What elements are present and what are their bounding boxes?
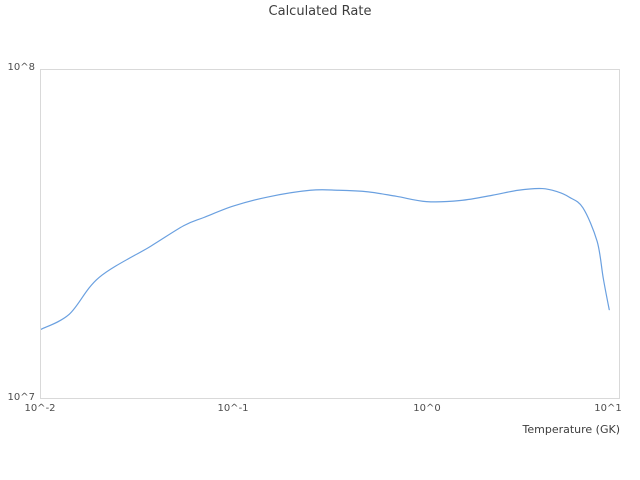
y-tick-label-1e7: 10^7 xyxy=(7,392,35,403)
chart-title: Calculated Rate xyxy=(268,4,372,19)
y-tick-label-1e8: 10^8 xyxy=(7,62,35,73)
x-tick-label-1e-2: 10^-2 xyxy=(24,403,56,414)
x-tick-label-1e1: 10^1 xyxy=(594,403,622,414)
x-tick-label-1e-1: 10^-1 xyxy=(217,403,249,414)
plot-canvas xyxy=(41,187,610,330)
x-tick-label-1e0: 10^0 xyxy=(413,403,441,414)
rate-curve xyxy=(41,187,610,330)
x-axis-label: Temperature (GK) xyxy=(522,423,621,436)
plot-area xyxy=(40,69,620,399)
